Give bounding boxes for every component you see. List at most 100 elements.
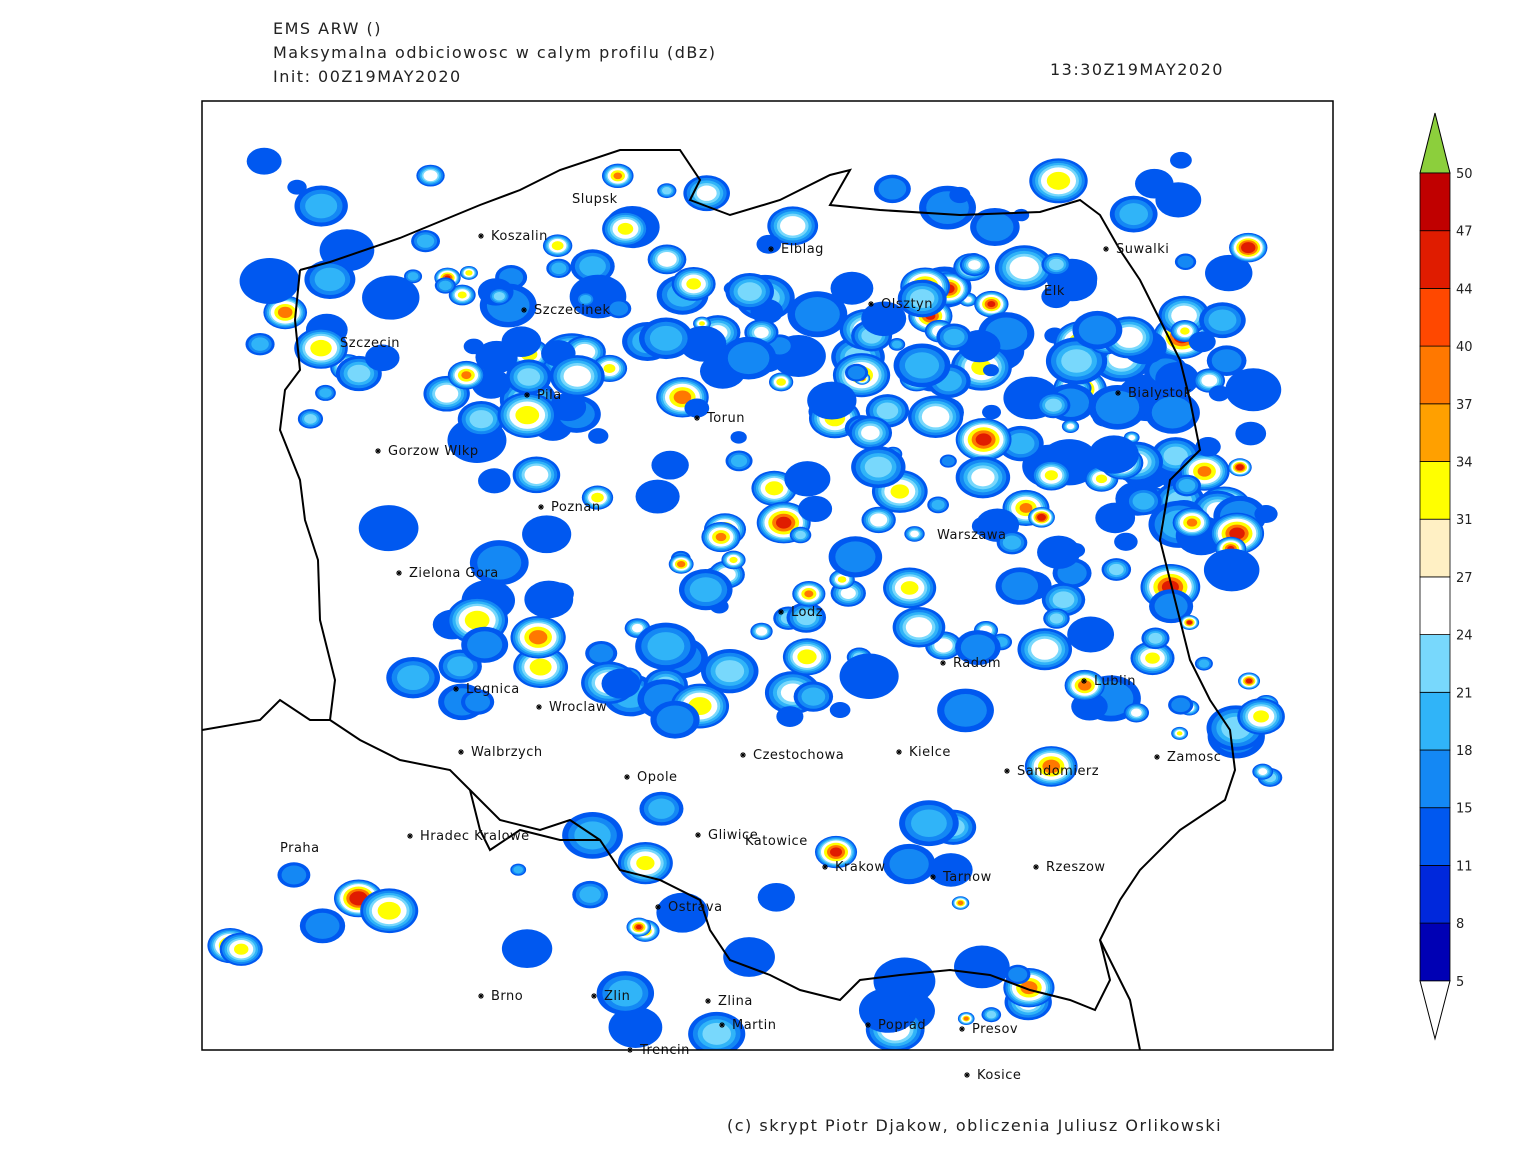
echo-contour bbox=[1049, 613, 1064, 624]
echo-contour bbox=[976, 212, 1014, 242]
echo-contour bbox=[776, 378, 786, 386]
echo-contour bbox=[501, 326, 542, 357]
echo-contour bbox=[477, 545, 522, 580]
echo-cell bbox=[789, 526, 812, 544]
echo-contour bbox=[493, 292, 505, 301]
echo-cell bbox=[970, 207, 1020, 247]
echo-cell bbox=[792, 581, 826, 607]
echo-cell bbox=[1172, 474, 1202, 497]
echo-cell bbox=[893, 343, 951, 388]
echo-cell bbox=[1168, 695, 1194, 715]
echo-cell bbox=[315, 384, 336, 401]
echo-contour bbox=[677, 560, 686, 568]
echo-contour bbox=[515, 406, 540, 425]
echo-cell bbox=[1225, 368, 1282, 412]
echo-contour bbox=[608, 1006, 663, 1048]
echo-cell bbox=[358, 505, 419, 552]
echo-contour bbox=[755, 627, 768, 636]
echo-contour bbox=[347, 364, 371, 383]
colorbar-label: 5 bbox=[1456, 975, 1464, 990]
city-label: Gliwice bbox=[708, 828, 758, 843]
echo-contour bbox=[661, 187, 672, 195]
echo-contour bbox=[1225, 368, 1282, 412]
echo-cell bbox=[1208, 385, 1230, 402]
city-label: Legnica bbox=[466, 682, 520, 697]
header-line: Init: 00Z19MAY2020 bbox=[273, 67, 462, 86]
echo-cell bbox=[798, 495, 833, 522]
city-label: Ostrava bbox=[668, 900, 723, 915]
echo-cell bbox=[335, 355, 382, 392]
echo-contour bbox=[657, 251, 677, 267]
echo-contour bbox=[1171, 697, 1191, 713]
city-label: Torun bbox=[706, 411, 745, 426]
echo-contour bbox=[1241, 242, 1256, 254]
echo-cell bbox=[544, 582, 574, 605]
colorbar-label: 47 bbox=[1456, 225, 1473, 240]
echo-cell bbox=[246, 147, 282, 175]
echo-cell bbox=[951, 896, 970, 910]
city-marker bbox=[695, 832, 701, 838]
echo-contour bbox=[603, 363, 616, 374]
echo-contour bbox=[1037, 513, 1046, 521]
echo-contour bbox=[1177, 255, 1194, 268]
echo-cell bbox=[1235, 421, 1267, 446]
city-marker bbox=[768, 246, 774, 252]
city-marker bbox=[1154, 754, 1160, 760]
echo-contour bbox=[246, 147, 282, 175]
echo-cell bbox=[700, 649, 759, 694]
echo-cell bbox=[974, 290, 1009, 318]
echo-cell bbox=[725, 450, 753, 472]
city-label: Katowice bbox=[745, 834, 808, 849]
echo-contour bbox=[730, 454, 748, 468]
echo-cell bbox=[807, 381, 857, 420]
echo-contour bbox=[909, 289, 935, 308]
echo-contour bbox=[457, 291, 467, 299]
echo-contour bbox=[754, 326, 769, 339]
city-marker bbox=[865, 1022, 871, 1028]
echo-cell bbox=[1228, 458, 1252, 477]
echo-contour bbox=[465, 692, 491, 712]
echo-contour bbox=[1254, 505, 1278, 523]
colorbar-label: 15 bbox=[1456, 802, 1473, 817]
echo-contour bbox=[830, 271, 874, 305]
echo-contour bbox=[305, 193, 338, 219]
borders bbox=[202, 149, 1237, 1050]
echo-contour bbox=[957, 900, 964, 906]
city-marker bbox=[1033, 864, 1039, 870]
echo-cell bbox=[297, 409, 324, 429]
echo-contour bbox=[1205, 254, 1253, 292]
colorbar-label: 50 bbox=[1456, 167, 1473, 182]
echo-contour bbox=[776, 516, 792, 529]
colorbar-band bbox=[1419, 576, 1451, 636]
city-label: Warszawa bbox=[937, 528, 1007, 543]
echo-contour bbox=[416, 234, 435, 248]
echo-cell bbox=[1101, 558, 1132, 581]
echo-cell bbox=[782, 638, 832, 676]
city-label: Hradec Kralowe bbox=[420, 829, 530, 844]
echo-cell bbox=[776, 706, 804, 727]
echo-cell bbox=[861, 301, 907, 337]
echo-cell bbox=[1170, 151, 1192, 169]
city-marker bbox=[521, 307, 527, 313]
echo-cell bbox=[1029, 158, 1088, 204]
echo-cell bbox=[447, 360, 485, 390]
echo-contour bbox=[673, 390, 692, 405]
colorbar-band bbox=[1419, 922, 1451, 982]
city-marker bbox=[719, 1022, 725, 1028]
echo-contour bbox=[1148, 632, 1163, 644]
echo-contour bbox=[1198, 659, 1210, 668]
echo-cell bbox=[829, 702, 851, 718]
echo-cell bbox=[497, 392, 557, 439]
reflectivity-field bbox=[207, 147, 1285, 1050]
echo-cell bbox=[287, 179, 307, 195]
echo-contour bbox=[513, 866, 523, 874]
echo-contour bbox=[696, 185, 717, 201]
echo-cell bbox=[939, 454, 957, 468]
echo-contour bbox=[730, 431, 747, 444]
echo-cell bbox=[522, 515, 572, 554]
echo-cell bbox=[982, 404, 1002, 420]
city-label: Zlina bbox=[718, 994, 753, 1009]
echo-contour bbox=[928, 853, 973, 887]
echo-cell bbox=[1005, 964, 1031, 985]
echo-cell bbox=[1149, 589, 1194, 624]
